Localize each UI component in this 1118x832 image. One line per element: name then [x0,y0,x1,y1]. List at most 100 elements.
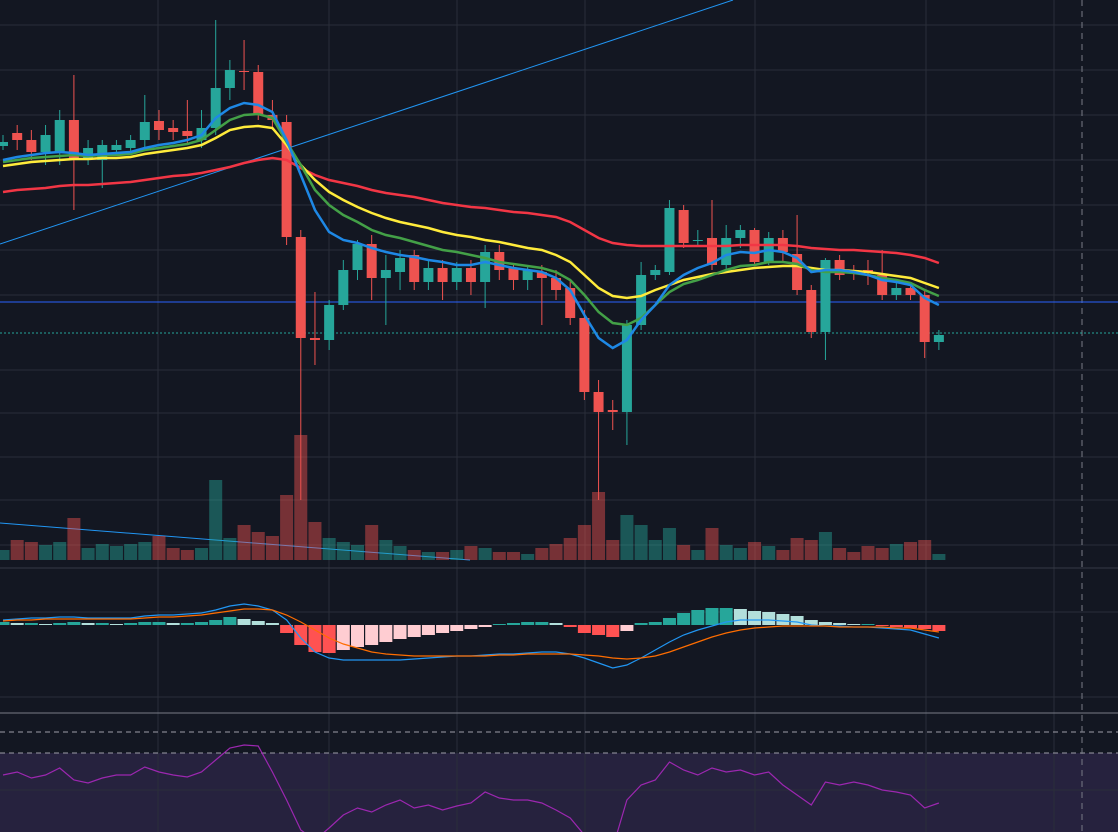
line [2,608,939,660]
volume-bar [223,538,237,560]
candle-body [735,230,746,238]
volume-bar [95,544,109,560]
candle-body [678,210,689,243]
candle-body [579,318,590,392]
volume-bar [705,528,719,560]
histogram-bar [124,623,138,625]
volume-bar [833,548,847,560]
histogram-bar [95,623,109,625]
pane [2,744,940,832]
volume-bar [776,550,790,560]
trend-line [0,0,734,245]
volume-bar [379,540,393,560]
histogram-bar [351,625,364,647]
histogram-bar [918,625,932,629]
candle-body [224,70,235,88]
histogram-bar [719,608,733,625]
histogram-bar [592,625,606,635]
volume-bar [322,538,336,560]
volume-bar [606,540,620,560]
histogram-bar [450,625,464,631]
histogram-bar [705,608,719,625]
candle-body [324,305,335,340]
volume-bar [648,540,662,560]
histogram-bar [662,618,676,625]
candle-body [792,254,803,290]
volume-bar [861,546,875,560]
volume-bar [662,528,676,560]
histogram-bar [804,620,818,625]
volume-bar [209,480,223,560]
volume-bar [549,544,563,560]
histogram-bar [776,614,790,625]
volume-bar [10,540,24,560]
volume-bar [478,548,492,560]
pane [0,603,946,669]
histogram-bar [81,623,95,625]
candle-body [877,275,888,295]
line [2,124,940,300]
line [2,112,940,327]
histogram-bar [620,625,634,631]
histogram-bar [138,622,152,625]
volume-bar [464,546,478,560]
candle-body [891,288,902,295]
volume-bar [109,546,123,560]
volume-bar [24,542,38,560]
volume-bar [592,492,606,560]
histogram-bar [634,623,648,625]
volume-bar [81,548,95,560]
histogram-bar [365,625,379,645]
volume-bar [492,552,506,560]
volume-bar [180,550,194,560]
candle-body [26,140,37,152]
volume-bar [450,550,464,560]
histogram-bar [152,622,166,625]
histogram-bar [677,613,691,625]
histogram-bar [506,623,520,625]
histogram-bar [166,623,180,625]
line [2,101,940,350]
candle-body [707,238,717,265]
candle-body [607,410,618,412]
candle-body [97,145,108,160]
candle-body [536,272,547,278]
candle-body [423,268,434,282]
volume-bar [407,550,421,560]
histogram-bar [478,625,492,627]
histogram-bar [436,625,450,633]
volume-bar [889,544,903,560]
volume-bar [53,542,67,560]
candle-body [182,131,193,136]
line [2,156,940,265]
histogram-bar [833,623,847,625]
line [2,744,940,832]
histogram-bar [847,624,861,625]
volume-bar [804,540,818,560]
candle-body [409,255,420,282]
histogram-bar [53,623,67,625]
candle-body [395,258,406,272]
volume-bar [904,542,918,560]
candle-body [593,392,604,412]
volume-bar [634,525,648,560]
candle-body [295,237,306,338]
histogram-bar [861,624,875,625]
candle-body [664,208,675,272]
volume-bar [918,540,932,560]
volume-bar [308,522,322,560]
histogram-bar [421,625,435,635]
volume-bar [691,550,705,560]
trend-line [0,522,471,561]
volume-bar [336,542,350,560]
candle-body [721,238,732,265]
volume-bar [195,548,209,560]
histogram-bar [691,610,705,625]
candle-body [820,260,831,332]
volume-bar [39,545,53,560]
histogram-bar [577,625,591,633]
candle-body [239,71,250,72]
candle-body [636,275,647,325]
volume-bar [393,546,407,560]
